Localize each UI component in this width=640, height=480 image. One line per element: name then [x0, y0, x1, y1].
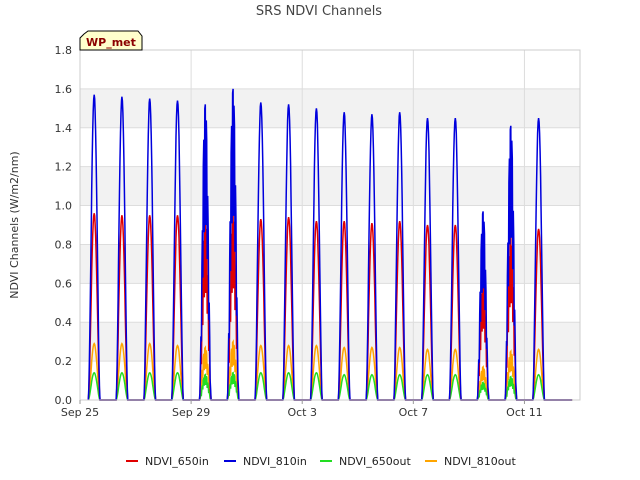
badge-shape	[79, 30, 143, 51]
plot-band	[80, 244, 580, 284]
plot-band	[80, 322, 580, 362]
y-tick-label: 0.2	[55, 355, 73, 368]
x-tick-label: Oct 3	[287, 406, 317, 419]
legend-item: NDVI_650in	[126, 455, 209, 468]
y-axis-ticks: 0.0 0.2 0.4 0.6 0.8 1.0 1.2 1.4 1.6 1.8	[55, 44, 73, 407]
legend-label: NDVI_650in	[145, 455, 209, 468]
legend-label: NDVI_650out	[339, 455, 411, 468]
y-tick-label: 0.4	[55, 316, 73, 329]
legend: NDVI_650in NDVI_810in NDVI_650out NDVI_810o…	[126, 455, 516, 468]
plot-background-bands	[80, 88, 580, 362]
x-tick-label: Oct 11	[506, 406, 543, 419]
legend-item: NDVI_810in	[224, 455, 307, 468]
chart-title: SRS NDVI Channels	[256, 4, 382, 19]
x-tick-label: Sep 25	[61, 406, 99, 419]
series-line-ndvi_650in	[87, 211, 573, 401]
y-tick-label: 0.6	[55, 277, 73, 290]
y-tick-label: 1.4	[55, 122, 73, 135]
plot-frame	[79, 49, 581, 401]
badge-label: WP_met	[86, 36, 136, 49]
y-tick-label: 1.8	[55, 44, 73, 57]
y-tick-label: 0.0	[55, 394, 73, 407]
y-axis-title: NDVI Channels (W/m2/nm)	[8, 151, 21, 298]
y-tick-label: 1.6	[55, 83, 73, 96]
plot-band	[80, 88, 580, 128]
plot-band	[80, 166, 580, 206]
y-tick-label: 1.2	[55, 161, 73, 174]
series-line-ndvi_650out	[87, 371, 573, 401]
legend-item: NDVI_650out	[320, 455, 411, 468]
legend-label: NDVI_810out	[444, 455, 516, 468]
legend-item: NDVI_810out	[425, 455, 516, 468]
legend-label: NDVI_810in	[243, 455, 307, 468]
station-badge: WP_met	[79, 30, 143, 51]
x-tick-label: Oct 7	[399, 406, 429, 419]
x-tick-label: Sep 29	[172, 406, 210, 419]
y-tick-label: 1.0	[55, 200, 73, 213]
y-tick-label: 0.8	[55, 238, 73, 251]
x-axis-ticks: Sep 25 Sep 29 Oct 3 Oct 7 Oct 11	[61, 400, 543, 419]
